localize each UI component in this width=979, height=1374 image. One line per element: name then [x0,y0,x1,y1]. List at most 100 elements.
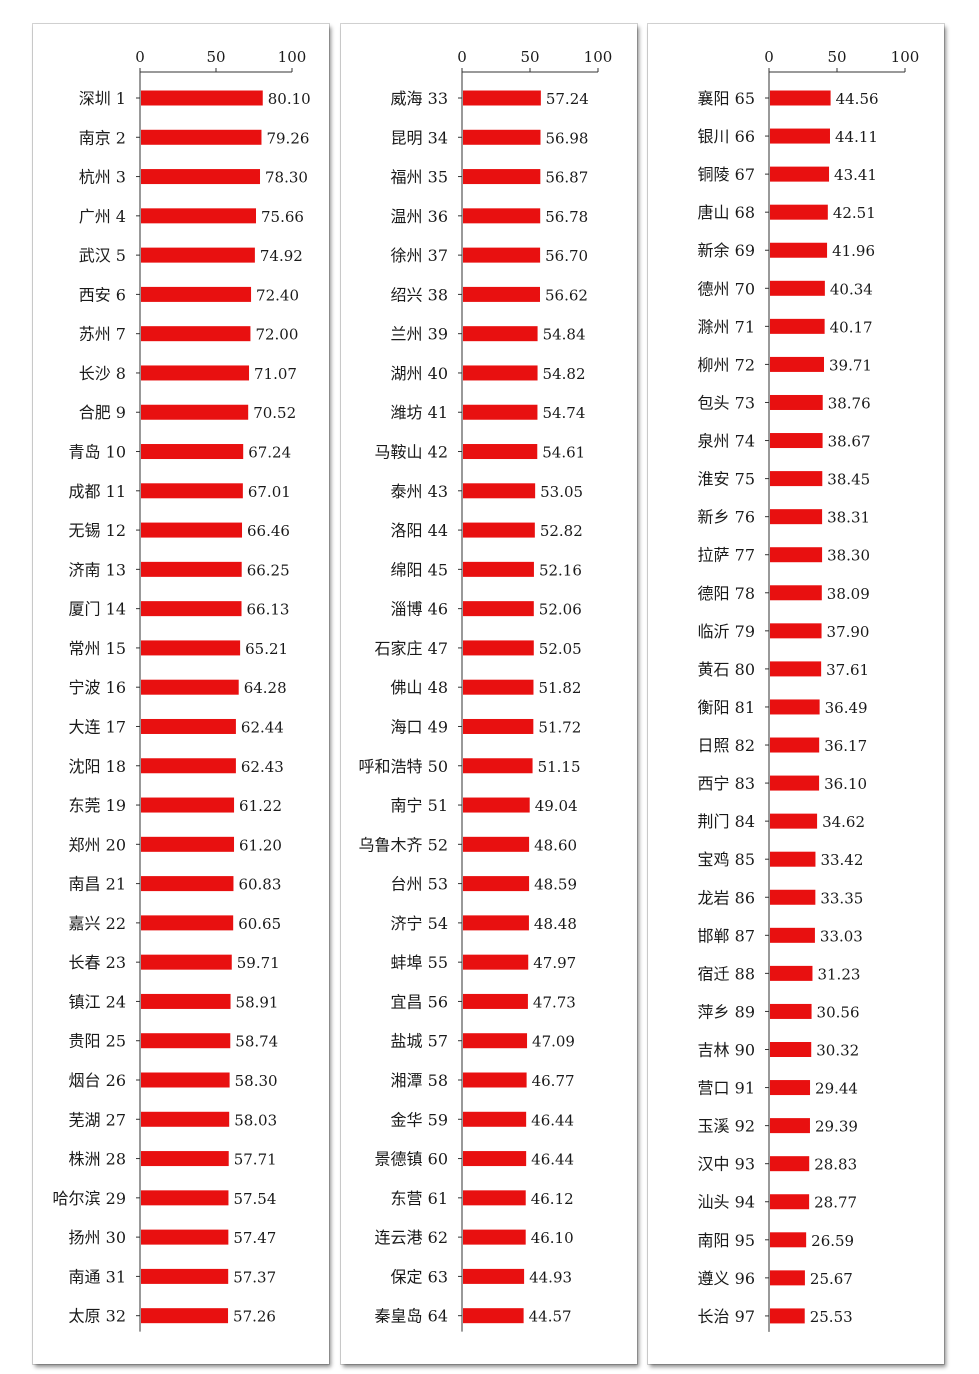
category-label: 南京 2 [79,128,126,147]
data-label: 54.74 [542,404,585,422]
data-label: 51.82 [538,679,581,697]
data-label: 38.67 [828,433,871,451]
category-label: 石家庄 47 [375,639,448,658]
category-label: 淮安 75 [698,470,755,489]
bar [463,915,529,931]
category-label: 绍兴 38 [391,285,448,304]
data-label: 46.12 [531,1190,574,1208]
category-label: 银川 66 [698,127,755,146]
data-label: 56.62 [545,286,588,304]
bar [141,836,235,852]
data-label: 56.70 [545,247,588,265]
bar [463,286,541,302]
category-label: 南宁 51 [391,796,448,815]
data-label: 65.21 [245,640,288,658]
data-label: 46.77 [532,1072,575,1090]
bar [770,585,822,601]
bar [141,444,244,460]
bar [141,1111,230,1127]
bar [770,356,825,372]
data-label: 61.22 [239,797,282,815]
category-label: 广州 4 [79,207,126,226]
data-label: 57.24 [546,90,589,108]
data-label: 56.98 [545,129,588,147]
bar [770,1232,807,1248]
category-label: 镇江 24 [69,992,126,1011]
data-label: 58.91 [236,993,279,1011]
data-label: 30.56 [817,1003,860,1021]
bar [141,483,243,499]
bar [770,280,825,296]
category-label: 徐州 37 [391,246,448,265]
data-label: 44.57 [529,1308,572,1326]
category-label: 新乡 76 [698,508,755,527]
bar [463,365,538,381]
data-label: 53.05 [540,483,583,501]
chart-panel-3: 0 50 100 襄阳 65 44.56 银川 66 44.11 铜陵 67 43.41 唐山 6… [648,24,944,1364]
category-label: 太原 32 [69,1307,126,1326]
bar [463,1190,526,1206]
bar [463,444,538,460]
data-label: 46.44 [531,1151,574,1169]
bar [770,242,828,258]
category-label: 东营 61 [391,1189,448,1208]
data-label: 79.26 [266,129,309,147]
data-label: 62.44 [241,718,284,736]
category-label: 唐山 68 [698,203,755,222]
category-label: 荆门 84 [698,812,755,831]
bar [770,509,823,525]
category-label: 宁波 16 [69,678,126,697]
data-label: 36.17 [824,737,867,755]
category-label: 马鞍山 42 [375,443,448,462]
data-label: 57.54 [233,1190,276,1208]
category-label: 柳州 72 [698,355,755,374]
category-label: 湖州 40 [391,364,448,383]
category-label: 宝鸡 85 [698,850,755,869]
category-label: 吉林 90 [698,1041,755,1060]
bar [463,876,530,892]
bar [770,318,825,334]
bar [770,965,813,981]
bar [463,1111,527,1127]
data-label: 44.11 [835,128,878,146]
data-label: 44.56 [836,90,879,108]
x-tick-label: 100 [278,48,307,66]
bar [770,1308,805,1324]
data-label: 58.30 [235,1072,278,1090]
bar [463,326,538,342]
category-label: 包头 73 [698,393,755,412]
category-label: 德州 70 [698,279,755,298]
data-label: 33.03 [820,927,863,945]
category-label: 合肥 9 [79,403,126,422]
data-label: 51.15 [538,758,581,776]
data-label: 49.04 [535,797,578,815]
data-label: 28.77 [814,1194,857,1212]
chart-panel-2: 0 50 100 威海 33 57.24 昆明 34 56.98 福州 35 56.87 温州 3… [341,24,637,1364]
bar [463,1151,527,1167]
category-label: 扬州 30 [69,1228,126,1247]
bar [141,1268,229,1284]
data-label: 78.30 [265,169,308,187]
data-label: 46.44 [531,1111,574,1129]
bar [141,993,231,1009]
data-label: 28.83 [814,1156,857,1174]
bar [770,128,830,144]
bar [141,1229,229,1245]
bar [141,247,255,263]
data-label: 40.34 [830,280,873,298]
data-label: 59.71 [237,954,280,972]
category-label: 临沂 79 [698,622,755,641]
data-label: 60.65 [238,915,281,933]
data-label: 54.82 [543,365,586,383]
data-label: 39.71 [829,356,872,374]
category-label: 芜湖 27 [69,1110,126,1129]
data-label: 42.51 [833,204,876,222]
bar [463,718,534,734]
bar [463,993,528,1009]
data-label: 57.26 [233,1308,276,1326]
bar-chart-2: 0 50 100 威海 33 57.24 昆明 34 56.98 福州 35 56.87 温州 3… [359,48,612,1332]
category-label: 南昌 21 [69,875,126,894]
category-label: 宜昌 56 [391,992,448,1011]
category-label: 昆明 34 [391,128,448,147]
bar [463,1308,524,1324]
